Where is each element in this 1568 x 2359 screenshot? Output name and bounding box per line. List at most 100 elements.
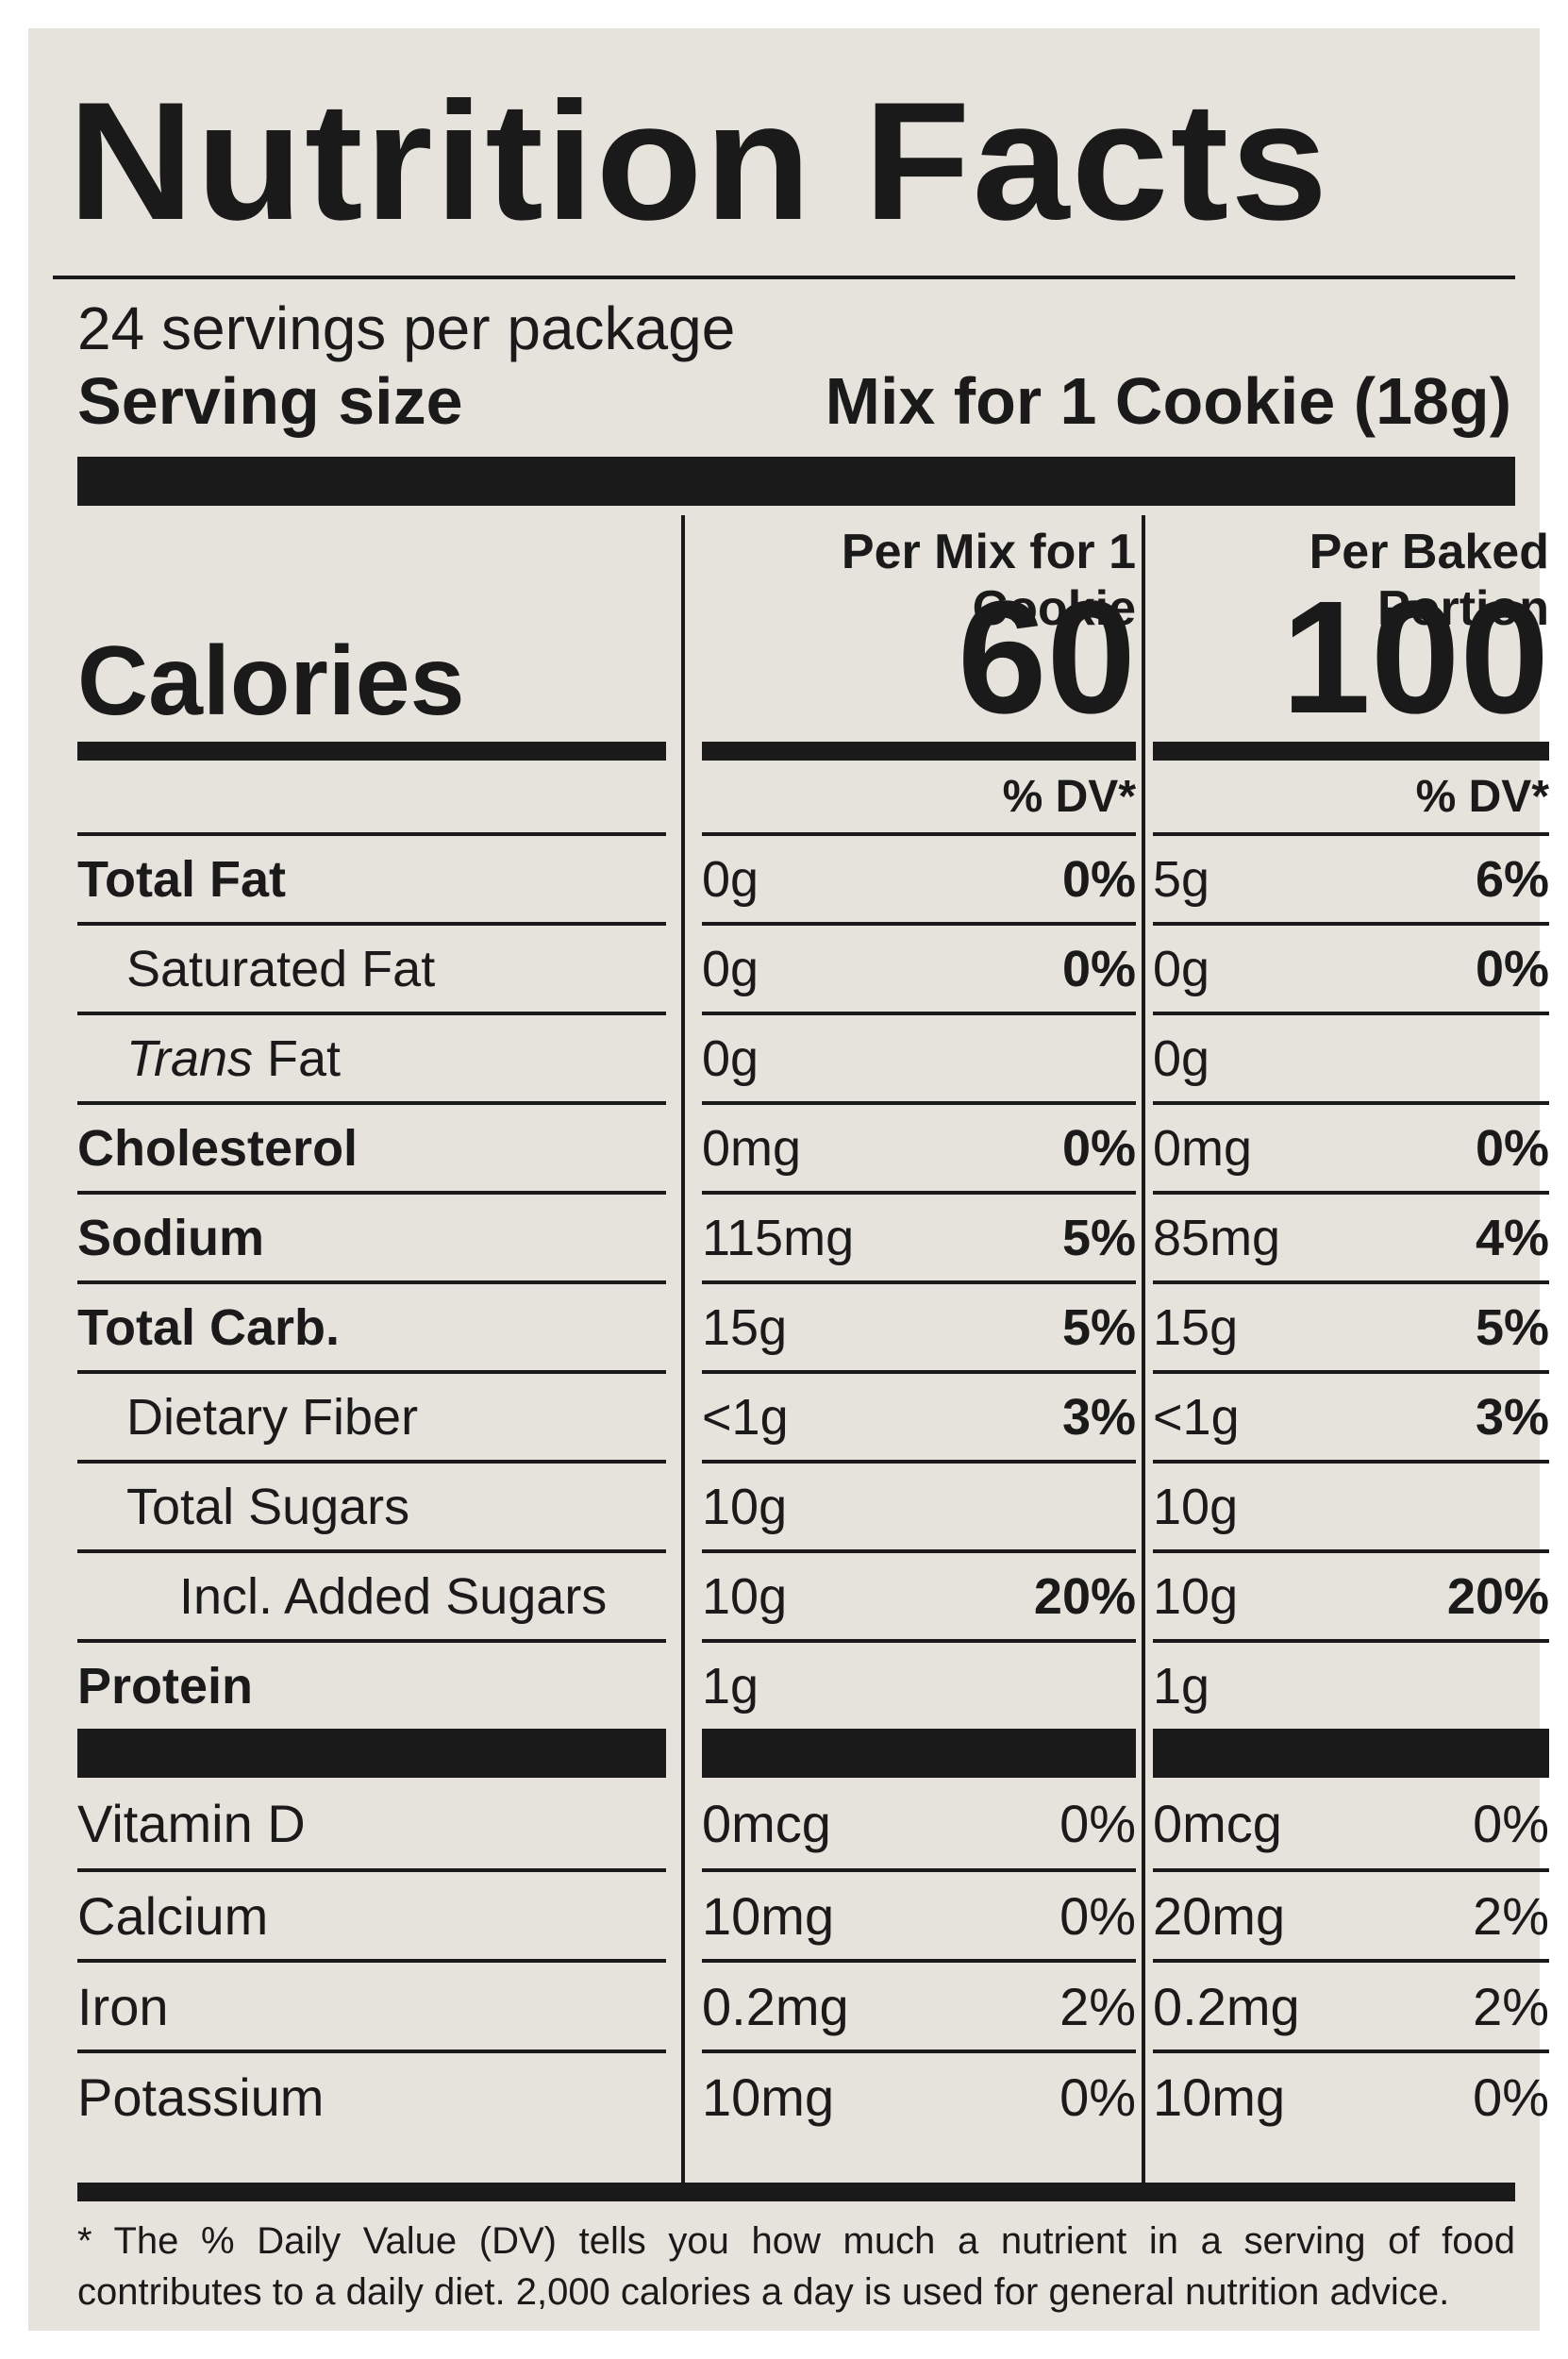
mix-row-saturated-fat: 0g 0% xyxy=(702,922,1136,1012)
mix-dv-header: % DV* xyxy=(1002,771,1136,822)
baked-amount-sodium: 85mg xyxy=(1153,1209,1281,1266)
baked-amount-vitamin-d: 0mcg xyxy=(1153,1793,1282,1853)
baked-dv-sodium: 4% xyxy=(1475,1209,1549,1266)
baked-row-trans-fat: 0g xyxy=(1153,1012,1549,1101)
nutrient-row-dietary-fiber: Dietary Fiber xyxy=(77,1370,666,1460)
mix-divider-bar xyxy=(702,742,1136,761)
baked-dv-vitamin-d: 0% xyxy=(1473,1793,1549,1853)
nutrition-facts-panel: Nutrition Facts 24 servings per package … xyxy=(28,28,1549,2331)
baked-row-protein: 1g xyxy=(1153,1639,1549,1729)
mix-amount-saturated-fat: 0g xyxy=(702,940,759,997)
nutrient-row-saturated-fat: Saturated Fat xyxy=(77,922,666,1012)
baked-column: Per Baked Portion 100 % DV* 5g 6% 0g 0% 0g … xyxy=(1153,506,1549,2140)
baked-row-potassium: 10mg 0% xyxy=(1153,2049,1549,2140)
column-divider-1 xyxy=(681,515,685,2195)
mix-amount-iron: 0.2mg xyxy=(702,1976,849,2036)
baked-dv-total-carb: 5% xyxy=(1475,1298,1549,1356)
baked-dv-cholesterol: 0% xyxy=(1475,1119,1549,1177)
mix-row-vitamin-d: 0mcg 0% xyxy=(702,1778,1136,1868)
mix-amount-total-sugars: 10g xyxy=(702,1478,788,1535)
vitamin-row-calcium: Calcium xyxy=(77,1868,666,1959)
baked-dv-saturated-fat: 0% xyxy=(1475,940,1549,997)
mix-row-cholesterol: 0mg 0% xyxy=(702,1101,1136,1191)
serving-size-value: Mix for 1 Cookie (18g) xyxy=(825,364,1511,438)
baked-dv-calcium: 2% xyxy=(1473,1885,1549,1946)
mix-amount-added-sugars: 10g xyxy=(702,1567,788,1625)
baked-row-cholesterol: 0mg 0% xyxy=(1153,1101,1549,1191)
baked-amount-total-carb: 15g xyxy=(1153,1298,1239,1356)
mix-row-total-sugars: 10g xyxy=(702,1460,1136,1549)
mix-amount-total-fat: 0g xyxy=(702,850,759,908)
mix-row-calcium: 10mg 0% xyxy=(702,1868,1136,1959)
mix-amount-cholesterol: 0mg xyxy=(702,1119,802,1177)
calories-divider xyxy=(77,742,666,761)
mix-dv-potassium: 0% xyxy=(1059,2066,1136,2127)
baked-amount-total-sugars: 10g xyxy=(1153,1478,1239,1535)
mix-row-total-carb: 15g 5% xyxy=(702,1280,1136,1370)
calories-label: Calories xyxy=(77,627,465,736)
baked-dv-header: % DV* xyxy=(1415,771,1549,822)
title-divider xyxy=(53,276,1515,279)
servings-per-package: 24 servings per package xyxy=(77,294,736,362)
vitamin-divider xyxy=(77,1729,666,1778)
baked-divider-bar xyxy=(1153,742,1549,761)
baked-row-added-sugars: 10g 20% xyxy=(1153,1549,1549,1639)
mix-amount-trans-fat: 0g xyxy=(702,1029,759,1087)
baked-amount-cholesterol: 0mg xyxy=(1153,1119,1253,1177)
baked-dv-dietary-fiber: 3% xyxy=(1475,1388,1549,1446)
mix-row-potassium: 10mg 0% xyxy=(702,2049,1136,2140)
baked-row-total-fat: 5g 6% xyxy=(1153,832,1549,922)
baked-row-iron: 0.2mg 2% xyxy=(1153,1959,1549,2049)
vitamin-row-potassium: Potassium xyxy=(77,2049,666,2140)
baked-amount-potassium: 10mg xyxy=(1153,2066,1286,2127)
mix-amount-sodium: 115mg xyxy=(702,1209,855,1266)
footnote-divider xyxy=(77,2183,1515,2201)
nutrient-row-trans-fat: Trans Fat xyxy=(77,1012,666,1101)
baked-amount-saturated-fat: 0g xyxy=(1153,940,1210,997)
baked-amount-dietary-fiber: <1g xyxy=(1153,1388,1240,1446)
baked-row-sodium: 85mg 4% xyxy=(1153,1191,1549,1280)
mix-row-sodium: 115mg 5% xyxy=(702,1191,1136,1280)
mix-amount-potassium: 10mg xyxy=(702,2066,835,2127)
mix-divider-bar xyxy=(702,1729,1136,1778)
mix-dv-calcium: 0% xyxy=(1059,1885,1136,1946)
nutrient-row-total-sugars: Total Sugars xyxy=(77,1460,666,1549)
mix-calories: 60 xyxy=(957,568,1136,747)
mix-dv-saturated-fat: 0% xyxy=(1061,940,1136,997)
mix-dv-total-fat: 0% xyxy=(1061,850,1136,908)
mix-row-trans-fat: 0g xyxy=(702,1012,1136,1101)
mix-row-iron: 0.2mg 2% xyxy=(702,1959,1136,2049)
column-divider-2 xyxy=(1142,515,1145,2195)
label-title: Nutrition Facts xyxy=(68,67,1330,255)
baked-amount-calcium: 20mg xyxy=(1153,1885,1286,1946)
mix-dv-added-sugars: 20% xyxy=(1033,1567,1136,1625)
baked-row-total-carb: 15g 5% xyxy=(1153,1280,1549,1370)
nutrient-label-column: Calories Total Fat Saturated Fat Trans F… xyxy=(77,506,666,2140)
baked-dv-iron: 2% xyxy=(1473,1976,1549,2036)
mix-dv-cholesterol: 0% xyxy=(1061,1119,1136,1177)
nutrient-row-total-carb: Total Carb. xyxy=(77,1280,666,1370)
mix-row-protein: 1g xyxy=(702,1639,1136,1729)
mix-amount-vitamin-d: 0mcg xyxy=(702,1793,831,1853)
baked-calories: 100 xyxy=(1281,568,1549,747)
baked-row-total-sugars: 10g xyxy=(1153,1460,1549,1549)
baked-amount-trans-fat: 0g xyxy=(1153,1029,1210,1087)
baked-dv-added-sugars: 20% xyxy=(1446,1567,1549,1625)
mix-dv-total-carb: 5% xyxy=(1061,1298,1136,1356)
vitamin-row-vitamin-d: Vitamin D xyxy=(77,1793,306,1853)
mix-amount-total-carb: 15g xyxy=(702,1298,788,1356)
baked-row-saturated-fat: 0g 0% xyxy=(1153,922,1549,1012)
baked-column-header: Per Baked Portion xyxy=(1309,525,1549,636)
mix-column: Per Mix for 1 Cookie 60 % DV* 0g 0% 0g 0% 0… xyxy=(702,506,1136,2140)
serving-size-label: Serving size xyxy=(77,364,463,438)
nutrient-row-sodium: Sodium xyxy=(77,1191,666,1280)
serving-size-row: Serving size Mix for 1 Cookie (18g) xyxy=(77,368,1511,434)
baked-divider-bar xyxy=(1153,1729,1549,1778)
mix-dv-sodium: 5% xyxy=(1061,1209,1136,1266)
nutrient-row-protein: Protein xyxy=(77,1639,666,1729)
mix-amount-dietary-fiber: <1g xyxy=(702,1388,789,1446)
mix-amount-protein: 1g xyxy=(702,1657,759,1715)
baked-row-dietary-fiber: <1g 3% xyxy=(1153,1370,1549,1460)
mix-dv-iron: 2% xyxy=(1059,1976,1136,2036)
mix-row-total-fat: 0g 0% xyxy=(702,832,1136,922)
